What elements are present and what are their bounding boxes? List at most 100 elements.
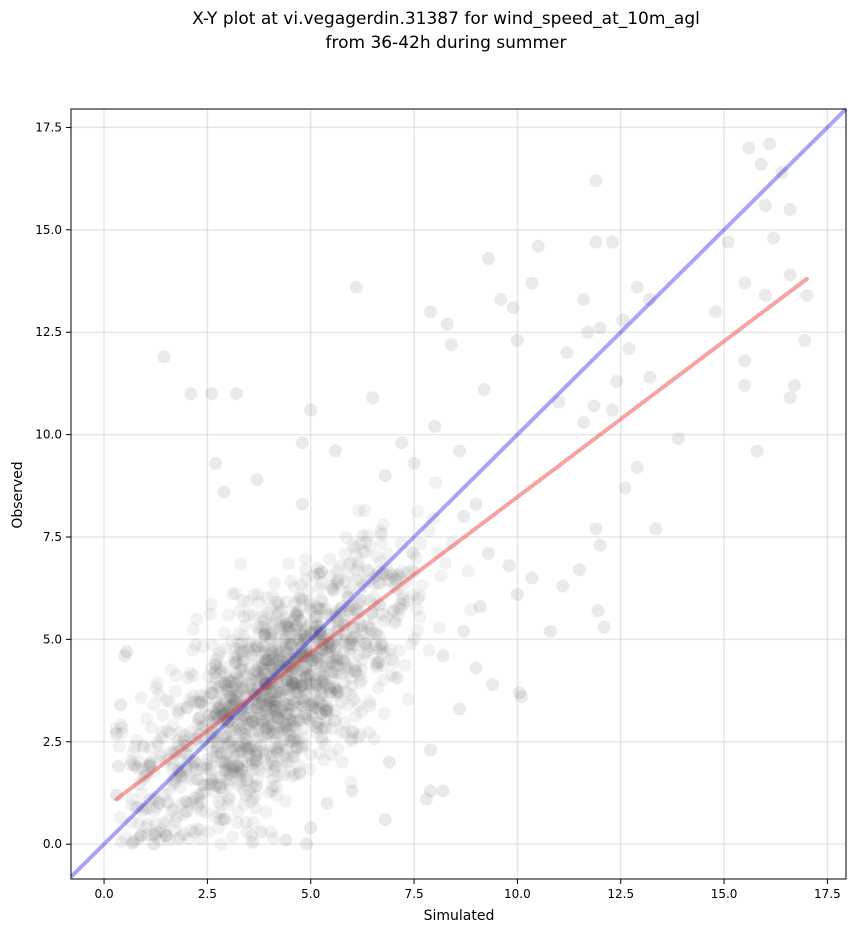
- scatter-point: [242, 635, 256, 649]
- scatter-point: [168, 747, 182, 761]
- scatter-point: [510, 587, 524, 601]
- scatter-point: [222, 674, 236, 688]
- scatter-point: [214, 781, 228, 795]
- scatter-point: [136, 773, 150, 787]
- scatter-point: [346, 725, 360, 739]
- identity-line: [69, 107, 848, 879]
- scatter-point: [115, 721, 129, 735]
- scatter-point: [265, 719, 279, 733]
- scatter-point: [283, 629, 297, 643]
- scatter-point: [255, 697, 269, 711]
- scatter-point: [300, 837, 314, 851]
- scatter-point: [410, 602, 424, 616]
- scatter-point: [250, 754, 264, 768]
- scatter-point: [209, 705, 223, 719]
- scatter-point: [322, 703, 336, 717]
- scatter-point: [287, 731, 301, 745]
- scatter-point: [228, 656, 242, 670]
- scatter-point: [147, 698, 161, 712]
- scatter-point: [154, 747, 168, 761]
- scatter-point: [314, 648, 328, 662]
- scatter-point: [358, 646, 372, 660]
- scatter-point: [370, 641, 384, 655]
- scatter-point: [148, 793, 162, 807]
- scatter-point: [286, 680, 300, 694]
- scatter-point: [187, 791, 201, 805]
- scatter-point: [267, 725, 281, 739]
- scatter-point: [328, 713, 342, 727]
- scatter-point: [226, 749, 240, 763]
- scatter-point: [295, 646, 309, 660]
- scatter-point: [338, 614, 352, 628]
- scatter-point: [391, 670, 405, 684]
- scatter-point: [531, 239, 545, 253]
- scatter-point: [335, 633, 349, 647]
- scatter-point: [165, 803, 179, 817]
- scatter-point: [329, 577, 343, 591]
- scatter-point: [206, 745, 220, 759]
- scatter-point: [207, 710, 221, 724]
- x-axis-ticks: 0.0 2.5 5.0 7.5 10.0 12.5 15.0 17.5: [95, 879, 841, 901]
- scatter-point: [222, 706, 236, 720]
- scatter-point: [407, 565, 421, 579]
- scatter-point: [289, 742, 303, 756]
- scatter-point: [207, 709, 221, 723]
- scatter-point: [115, 726, 129, 740]
- scatter-point: [270, 685, 284, 699]
- scatter-point: [742, 141, 756, 155]
- scatter-point: [227, 723, 241, 737]
- scatter-point: [543, 624, 557, 638]
- scatter-point: [395, 564, 409, 578]
- scatter-point: [277, 733, 291, 747]
- scatter-point: [329, 444, 343, 458]
- scatter-point: [273, 658, 287, 672]
- scatter-point: [131, 832, 145, 846]
- scatter-point: [234, 762, 248, 776]
- scatter-point: [342, 665, 356, 679]
- scatter-point: [372, 577, 386, 591]
- scatter-point: [337, 676, 351, 690]
- scatter-point: [250, 718, 264, 732]
- scatter-point: [249, 749, 263, 763]
- scatter-point: [605, 403, 619, 417]
- scatter-point: [350, 563, 364, 577]
- scatter-point: [272, 648, 286, 662]
- scatter-point: [326, 582, 340, 596]
- scatter-point: [297, 694, 311, 708]
- scatter-point: [429, 475, 443, 489]
- scatter-point: [246, 816, 260, 830]
- scatter-point: [213, 687, 227, 701]
- scatter-point: [353, 593, 367, 607]
- scatter-point: [364, 605, 378, 619]
- scatter-point: [139, 820, 153, 834]
- scatter-point: [183, 666, 197, 680]
- scatter-point: [298, 625, 312, 639]
- scatter-point: [361, 528, 375, 542]
- scatter-point: [266, 681, 280, 695]
- scatter-point: [265, 658, 279, 672]
- scatter-point: [254, 825, 268, 839]
- scatter-point: [330, 610, 344, 624]
- scatter-point: [224, 690, 238, 704]
- scatter-point: [291, 652, 305, 666]
- scatter-point: [251, 681, 265, 695]
- scatter-point: [151, 676, 165, 690]
- scatter-point: [394, 597, 408, 611]
- scatter-point: [173, 726, 187, 740]
- scatter-point: [248, 753, 262, 767]
- scatter-point: [262, 676, 276, 690]
- scatter-point: [149, 817, 163, 831]
- scatter-point: [376, 607, 390, 621]
- scatter-point: [283, 620, 297, 634]
- scatter-point: [378, 614, 392, 628]
- scatter-point: [190, 773, 204, 787]
- scatter-point: [389, 614, 403, 628]
- scatter-point: [306, 697, 320, 711]
- scatter-point: [241, 758, 255, 772]
- scatter-point: [457, 624, 471, 638]
- scatter-point: [167, 758, 181, 772]
- scatter-point: [262, 648, 276, 662]
- scatter-point: [241, 707, 255, 721]
- scatter-point: [186, 622, 200, 636]
- scatter-point: [223, 675, 237, 689]
